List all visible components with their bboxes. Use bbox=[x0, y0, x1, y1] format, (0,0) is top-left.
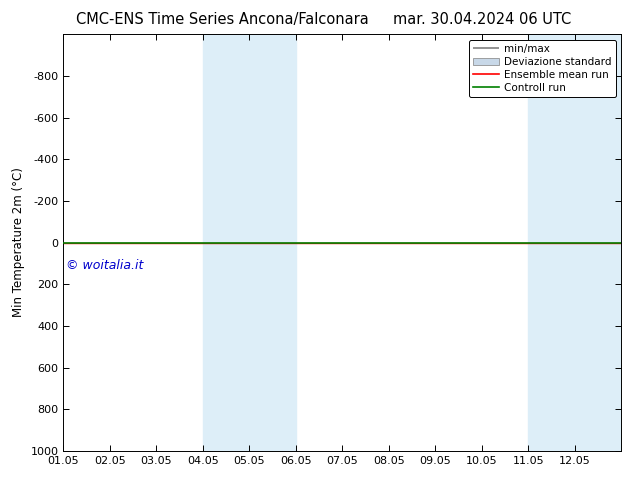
Y-axis label: Min Temperature 2m (°C): Min Temperature 2m (°C) bbox=[12, 168, 25, 318]
Text: CMC-ENS Time Series Ancona/Falconara: CMC-ENS Time Series Ancona/Falconara bbox=[75, 12, 368, 27]
Text: © woitalia.it: © woitalia.it bbox=[66, 259, 143, 272]
Text: mar. 30.04.2024 06 UTC: mar. 30.04.2024 06 UTC bbox=[392, 12, 571, 27]
Bar bbox=[528, 34, 621, 451]
Bar bbox=[203, 34, 296, 451]
Legend: min/max, Deviazione standard, Ensemble mean run, Controll run: min/max, Deviazione standard, Ensemble m… bbox=[469, 40, 616, 97]
